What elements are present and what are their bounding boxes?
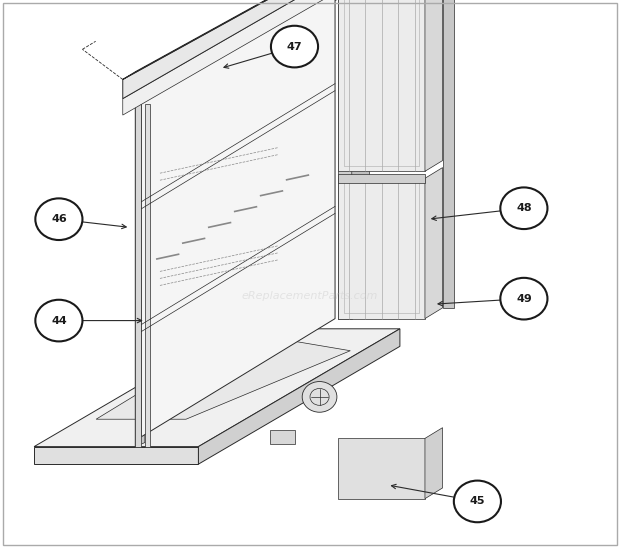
Polygon shape bbox=[338, 0, 352, 318]
Circle shape bbox=[500, 187, 547, 229]
Circle shape bbox=[454, 481, 501, 522]
Polygon shape bbox=[425, 168, 443, 318]
Polygon shape bbox=[338, 438, 425, 499]
Polygon shape bbox=[443, 0, 454, 308]
Text: 49: 49 bbox=[516, 294, 532, 304]
Polygon shape bbox=[198, 329, 400, 464]
Polygon shape bbox=[352, 0, 370, 318]
Polygon shape bbox=[145, 104, 150, 447]
Polygon shape bbox=[425, 0, 443, 172]
Polygon shape bbox=[338, 174, 425, 182]
Text: 44: 44 bbox=[51, 316, 67, 326]
Circle shape bbox=[302, 381, 337, 412]
Polygon shape bbox=[270, 430, 294, 444]
Polygon shape bbox=[150, 0, 363, 104]
Polygon shape bbox=[141, 0, 335, 437]
Polygon shape bbox=[96, 332, 350, 419]
Polygon shape bbox=[338, 178, 425, 318]
Polygon shape bbox=[135, 100, 145, 447]
Text: eReplacementParts.com: eReplacementParts.com bbox=[242, 291, 378, 301]
Text: 47: 47 bbox=[286, 42, 303, 52]
Polygon shape bbox=[123, 0, 358, 79]
Polygon shape bbox=[338, 0, 425, 172]
Polygon shape bbox=[34, 329, 400, 447]
Polygon shape bbox=[135, 104, 141, 447]
Text: 45: 45 bbox=[470, 496, 485, 506]
Text: 48: 48 bbox=[516, 203, 532, 213]
Circle shape bbox=[500, 278, 547, 319]
Circle shape bbox=[35, 300, 82, 341]
Circle shape bbox=[271, 26, 318, 67]
Circle shape bbox=[35, 198, 82, 240]
Polygon shape bbox=[425, 427, 443, 499]
Polygon shape bbox=[123, 0, 344, 99]
Polygon shape bbox=[123, 0, 344, 115]
Text: 46: 46 bbox=[51, 214, 67, 224]
Polygon shape bbox=[34, 447, 198, 464]
